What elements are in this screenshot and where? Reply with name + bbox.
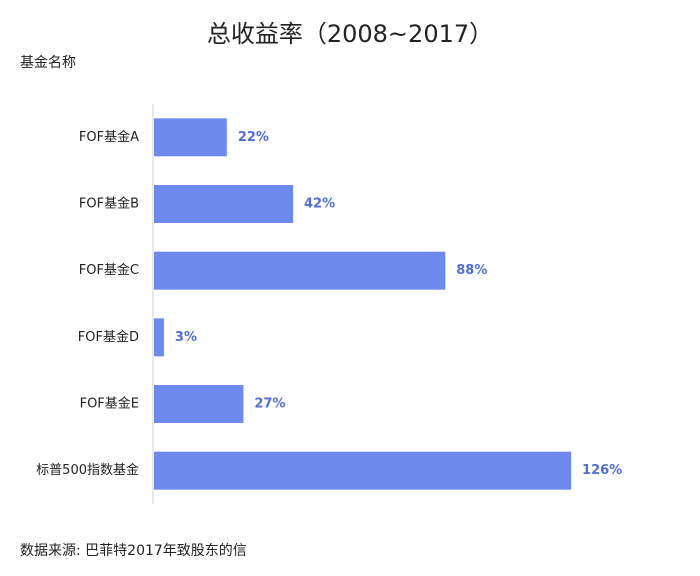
value-label: 88% bbox=[456, 263, 487, 278]
bar bbox=[154, 251, 446, 290]
value-label: 22% bbox=[238, 130, 269, 145]
bar bbox=[154, 318, 164, 357]
value-label: 126% bbox=[582, 463, 622, 478]
category-tick-label: FOF基金D bbox=[78, 329, 139, 345]
value-label: 27% bbox=[254, 397, 285, 412]
bars-layer bbox=[154, 118, 572, 490]
category-tick-label: FOF基金A bbox=[79, 129, 139, 145]
value-label: 42% bbox=[304, 197, 335, 212]
value-label: 3% bbox=[175, 330, 197, 345]
category-tick-label: 标普500指数基金 bbox=[36, 462, 139, 478]
bar bbox=[154, 385, 244, 423]
bar bbox=[154, 451, 572, 490]
bar bbox=[154, 118, 227, 157]
category-tick-label: FOF基金C bbox=[79, 262, 139, 278]
labels-layer: FOF基金A 22% FOF基金B 42% FOF基金C 88% FOF基金D 3% FOF基金… bbox=[36, 129, 622, 478]
source-note: 数据来源: 巴菲特2017年致股东的信 bbox=[20, 543, 247, 559]
y-axis-title: 基金名称 bbox=[20, 55, 76, 71]
category-tick-label: FOF基金B bbox=[79, 196, 139, 212]
bar bbox=[154, 185, 294, 223]
category-tick-label: FOF基金E bbox=[80, 396, 139, 412]
chart-title: 总收益率（2008~2017） bbox=[206, 20, 494, 48]
